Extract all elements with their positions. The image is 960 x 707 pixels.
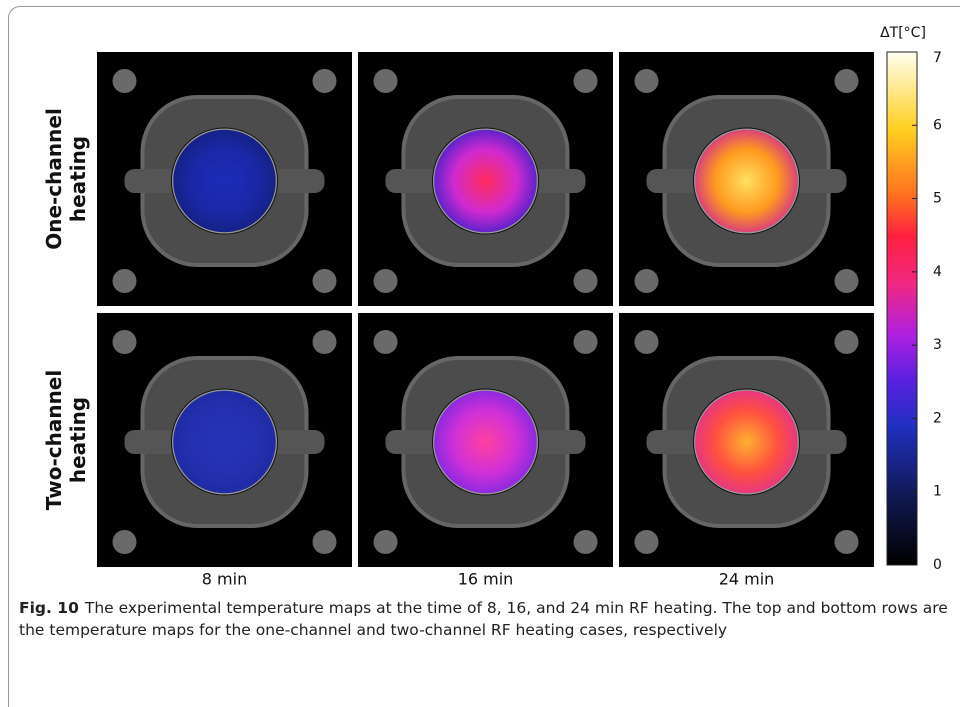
marker bbox=[834, 330, 859, 354]
marker bbox=[312, 69, 337, 93]
row-label-line: heating bbox=[66, 136, 90, 222]
heated-region bbox=[432, 389, 539, 495]
temperature-map bbox=[619, 313, 874, 567]
colorbar-tick-label: 6 bbox=[933, 117, 942, 133]
row-label-line: Two-channel bbox=[42, 370, 66, 510]
rim-shadow bbox=[693, 388, 800, 496]
row-label: One-channelheating bbox=[42, 108, 90, 250]
marker bbox=[373, 330, 398, 354]
colorbar-tick-label: 5 bbox=[933, 191, 942, 207]
rim-shadow bbox=[432, 127, 539, 235]
marker bbox=[112, 330, 137, 354]
marker bbox=[573, 330, 598, 354]
caption-label: Fig. 10 bbox=[19, 599, 79, 617]
colorbar-tick-label: 1 bbox=[933, 484, 942, 500]
marker bbox=[834, 269, 859, 293]
temperature-map bbox=[358, 52, 613, 306]
heated-region bbox=[171, 389, 278, 495]
marker bbox=[312, 269, 337, 293]
rim-shadow bbox=[171, 388, 278, 496]
heated-region bbox=[432, 128, 539, 234]
rim-shadow bbox=[432, 388, 539, 496]
marker bbox=[373, 530, 398, 554]
marker bbox=[312, 530, 337, 554]
colorbar-tick-label: 3 bbox=[933, 337, 942, 353]
colorbar-tick-label: 4 bbox=[933, 264, 942, 280]
column-label: 16 min bbox=[458, 570, 514, 589]
colorbar-tick-label: 2 bbox=[933, 410, 942, 426]
figure-frame bbox=[8, 6, 960, 707]
temperature-map bbox=[619, 52, 874, 306]
row-label-line: One-channel bbox=[42, 108, 66, 250]
temperature-map bbox=[97, 313, 352, 567]
marker bbox=[373, 269, 398, 293]
heated-region bbox=[171, 128, 278, 234]
temperature-map bbox=[358, 313, 613, 567]
heated-region bbox=[693, 389, 800, 495]
colorbar bbox=[886, 51, 918, 566]
marker bbox=[634, 330, 659, 354]
row-label: Two-channelheating bbox=[42, 370, 90, 510]
marker bbox=[312, 330, 337, 354]
temperature-map bbox=[97, 52, 352, 306]
row-label-line: heating bbox=[66, 397, 90, 483]
marker bbox=[573, 69, 598, 93]
colorbar-label: ΔT[°C] bbox=[880, 25, 926, 41]
colorbar-tick-label: 7 bbox=[933, 50, 942, 66]
marker bbox=[573, 269, 598, 293]
marker bbox=[112, 69, 137, 93]
colorbar-tick-label: 0 bbox=[933, 557, 942, 573]
rim-shadow bbox=[693, 127, 800, 235]
marker bbox=[112, 269, 137, 293]
column-label: 24 min bbox=[719, 570, 775, 589]
rim-shadow bbox=[171, 127, 278, 235]
column-label: 8 min bbox=[202, 570, 247, 589]
marker bbox=[834, 69, 859, 93]
caption: Fig. 10 The experimental temperature maps… bbox=[19, 597, 949, 641]
marker bbox=[573, 530, 598, 554]
marker bbox=[112, 530, 137, 554]
marker bbox=[634, 530, 659, 554]
figure: ΔT[°C] One-channelheatingTwo-channelheat… bbox=[42, 25, 943, 589]
heated-region bbox=[693, 128, 800, 234]
page: ΔT[°C] One-channelheating Two-channelheat… bbox=[8, 6, 960, 707]
marker bbox=[373, 69, 398, 93]
marker bbox=[834, 530, 859, 554]
marker bbox=[634, 269, 659, 293]
marker bbox=[634, 69, 659, 93]
caption-text: The experimental temperature maps at the… bbox=[19, 599, 948, 639]
